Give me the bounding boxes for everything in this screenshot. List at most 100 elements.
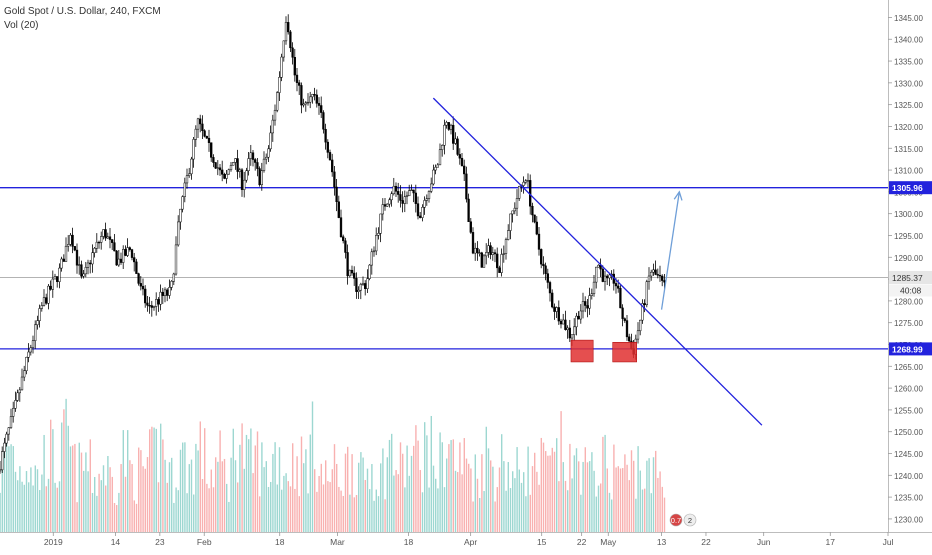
- volume-bar: [140, 450, 142, 532]
- candle-body: [280, 56, 283, 78]
- volume-bar: [87, 471, 89, 532]
- volume-bar: [25, 471, 28, 532]
- volume-bar: [428, 487, 430, 532]
- event-marker-label: 2: [688, 516, 692, 525]
- volume-bar: [628, 480, 630, 532]
- volume-bar: [298, 496, 300, 532]
- candle-body: [628, 336, 631, 342]
- candle-body: [273, 109, 277, 121]
- candle-body: [320, 105, 323, 113]
- candle-body: [36, 320, 39, 326]
- candle-body: [603, 275, 607, 282]
- candle-body: [412, 189, 415, 194]
- volume-bar: [540, 437, 542, 532]
- candle-body: [416, 203, 420, 217]
- price-tick-label: 1240.00: [894, 472, 923, 481]
- candle-body: [390, 193, 393, 201]
- volume-bar: [635, 498, 637, 532]
- volume-bar: [503, 461, 505, 532]
- candle-body: [650, 271, 653, 277]
- volume-bar: [166, 482, 168, 532]
- candle-body: [526, 180, 530, 182]
- candle-body: [652, 269, 655, 273]
- candle-body: [553, 306, 556, 312]
- volume-bar: [421, 492, 424, 532]
- candle-body: [247, 158, 250, 172]
- volume-bar: [644, 488, 646, 532]
- candle-body: [394, 185, 398, 192]
- volume-bar: [135, 503, 138, 532]
- volume-bar: [256, 431, 259, 532]
- volume-bar: [98, 473, 100, 532]
- volume-bars: [0, 398, 666, 532]
- candle-body: [287, 22, 290, 33]
- volume-bar: [228, 501, 230, 532]
- volume-bar: [259, 496, 261, 532]
- volume-bar: [215, 457, 217, 532]
- candle-body: [190, 158, 193, 175]
- candle-body: [89, 262, 92, 265]
- volume-bar: [545, 451, 547, 532]
- volume-bar: [32, 485, 34, 532]
- candle-body: [111, 239, 114, 243]
- candle-body: [562, 319, 565, 325]
- candle-body: [399, 194, 402, 201]
- volume-bar: [498, 467, 501, 532]
- candle-body: [40, 305, 43, 309]
- candle-body: [49, 285, 52, 290]
- volume-bar: [531, 466, 534, 532]
- candle-body: [568, 327, 571, 339]
- candle-body: [84, 267, 87, 275]
- candle-body: [513, 207, 516, 212]
- candle-body: [238, 169, 241, 172]
- volume-bar: [289, 486, 292, 532]
- volume-bar: [305, 449, 307, 532]
- volume-bar: [485, 426, 487, 532]
- volume-bar: [217, 461, 219, 532]
- volume-bar: [457, 472, 459, 532]
- candle-body: [31, 340, 35, 348]
- event-marker: [683, 513, 697, 527]
- volume-bar: [316, 491, 318, 532]
- candle-body: [18, 389, 21, 394]
- volume-bar: [208, 488, 210, 532]
- volume-bar: [45, 486, 47, 532]
- volume-bar: [349, 494, 351, 532]
- candle-body: [614, 283, 618, 287]
- volume-bar: [468, 463, 470, 532]
- candle-body: [170, 280, 173, 288]
- event-marker: [669, 513, 683, 527]
- candle-body: [480, 252, 483, 268]
- volume-bar: [6, 434, 8, 532]
- volume-bar: [300, 436, 303, 532]
- volume-bar: [179, 449, 182, 532]
- candle-body: [436, 164, 439, 168]
- candle-body: [388, 199, 391, 205]
- volume-bar: [190, 459, 193, 532]
- candle-body: [115, 250, 118, 266]
- volume-bar: [624, 454, 626, 532]
- candle-body: [643, 303, 646, 306]
- volume-bar: [490, 460, 492, 532]
- volume-bar: [333, 444, 336, 532]
- volume-bar: [397, 474, 399, 532]
- candle-body: [441, 145, 444, 150]
- volume-bar: [67, 425, 69, 532]
- volume-bar: [355, 495, 358, 532]
- volume-bar: [201, 479, 204, 532]
- candle-body: [23, 370, 26, 378]
- candle-body: [544, 265, 547, 274]
- candle-body: [476, 247, 479, 254]
- candle-body: [456, 138, 459, 155]
- candle-body: [137, 273, 140, 284]
- volume-bar: [380, 463, 382, 532]
- candle-body: [405, 195, 409, 197]
- volume-bar: [527, 446, 529, 532]
- candle-body: [236, 158, 239, 172]
- volume-bar: [210, 469, 212, 532]
- volume-bar: [358, 462, 360, 532]
- volume-bar: [142, 466, 144, 532]
- candle-body: [86, 262, 90, 268]
